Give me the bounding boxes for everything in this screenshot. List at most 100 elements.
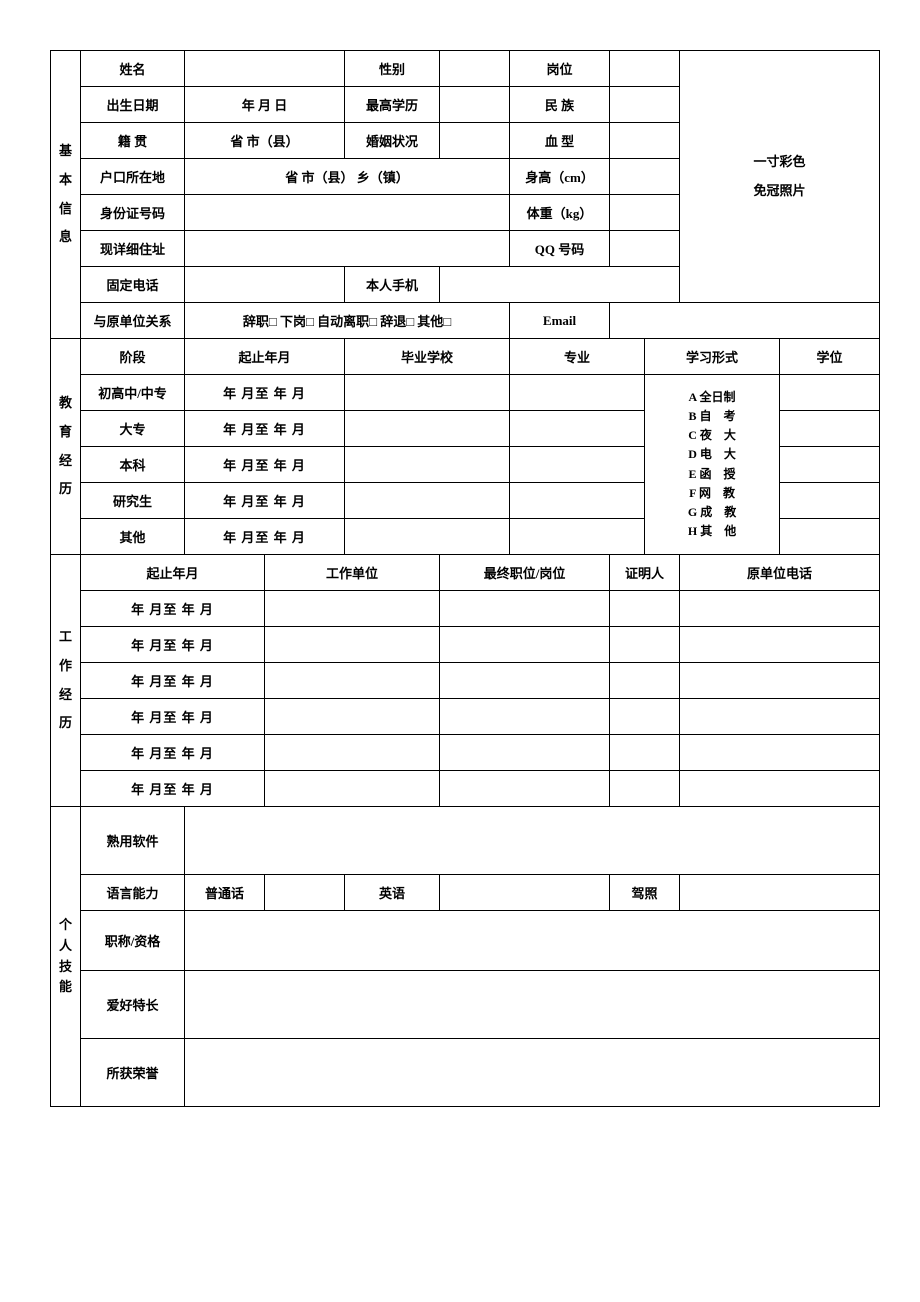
work-employer[interactable] bbox=[265, 699, 440, 735]
field-license[interactable] bbox=[680, 875, 880, 911]
field-hukou[interactable]: 省 市（县） 乡（镇） bbox=[185, 159, 510, 195]
work-h-reftel: 原单位电话 bbox=[680, 555, 880, 591]
work-period[interactable]: 年 月至 年 月 bbox=[81, 591, 265, 627]
edu-school[interactable] bbox=[345, 375, 510, 411]
field-putonghua[interactable] bbox=[265, 875, 345, 911]
field-idno[interactable] bbox=[185, 195, 510, 231]
work-employer[interactable] bbox=[265, 663, 440, 699]
edu-degree[interactable] bbox=[780, 483, 880, 519]
field-native[interactable]: 省 市（县） bbox=[185, 123, 345, 159]
field-height[interactable] bbox=[610, 159, 680, 195]
work-finalpos[interactable] bbox=[440, 699, 610, 735]
field-name[interactable] bbox=[185, 51, 345, 87]
label-hobby: 爱好特长 bbox=[81, 971, 185, 1039]
edu-degree[interactable] bbox=[780, 375, 880, 411]
field-birth[interactable]: 年 月 日 bbox=[185, 87, 345, 123]
work-reftel[interactable] bbox=[680, 591, 880, 627]
section-basic: 基本信息 bbox=[51, 51, 81, 339]
edu-period[interactable]: 年 月至 年 月 bbox=[185, 411, 345, 447]
work-reftel[interactable] bbox=[680, 663, 880, 699]
field-position[interactable] bbox=[610, 51, 680, 87]
work-finalpos[interactable] bbox=[440, 735, 610, 771]
label-hukou: 户口所在地 bbox=[81, 159, 185, 195]
edu-h-period: 起止年月 bbox=[185, 339, 345, 375]
label-native: 籍 贯 bbox=[81, 123, 185, 159]
edu-stage: 研究生 bbox=[81, 483, 185, 519]
work-employer[interactable] bbox=[265, 591, 440, 627]
edu-school[interactable] bbox=[345, 447, 510, 483]
photo-box: 一寸彩色 免冠照片 bbox=[680, 51, 880, 303]
label-edu-highest: 最高学历 bbox=[345, 87, 440, 123]
edu-period[interactable]: 年 月至 年 月 bbox=[185, 375, 345, 411]
work-employer[interactable] bbox=[265, 735, 440, 771]
edu-h-major: 专业 bbox=[510, 339, 645, 375]
work-ref[interactable] bbox=[610, 735, 680, 771]
edu-major[interactable] bbox=[510, 447, 645, 483]
field-nation[interactable] bbox=[610, 87, 680, 123]
edu-period[interactable]: 年 月至 年 月 bbox=[185, 447, 345, 483]
edu-school[interactable] bbox=[345, 519, 510, 555]
work-reftel[interactable] bbox=[680, 771, 880, 807]
label-honor: 所获荣誉 bbox=[81, 1039, 185, 1107]
field-addr[interactable] bbox=[185, 231, 510, 267]
field-hobby[interactable] bbox=[185, 971, 880, 1039]
edu-degree[interactable] bbox=[780, 447, 880, 483]
work-finalpos[interactable] bbox=[440, 771, 610, 807]
field-weight[interactable] bbox=[610, 195, 680, 231]
work-reftel[interactable] bbox=[680, 627, 880, 663]
work-employer[interactable] bbox=[265, 627, 440, 663]
work-reftel[interactable] bbox=[680, 735, 880, 771]
work-ref[interactable] bbox=[610, 663, 680, 699]
field-english[interactable] bbox=[440, 875, 610, 911]
edu-major[interactable] bbox=[510, 375, 645, 411]
field-title[interactable] bbox=[185, 911, 880, 971]
section-skill: 个人技能 bbox=[51, 807, 81, 1107]
work-ref[interactable] bbox=[610, 591, 680, 627]
edu-degree[interactable] bbox=[780, 519, 880, 555]
edu-degree[interactable] bbox=[780, 411, 880, 447]
work-ref[interactable] bbox=[610, 627, 680, 663]
label-weight: 体重（kg） bbox=[510, 195, 610, 231]
label-license: 驾照 bbox=[610, 875, 680, 911]
field-prev-rel[interactable]: 辞职□ 下岗□ 自动离职□ 辞退□ 其他□ bbox=[185, 303, 510, 339]
label-addr: 现详细住址 bbox=[81, 231, 185, 267]
work-finalpos[interactable] bbox=[440, 663, 610, 699]
label-qq: QQ 号码 bbox=[510, 231, 610, 267]
edu-h-school: 毕业学校 bbox=[345, 339, 510, 375]
field-blood[interactable] bbox=[610, 123, 680, 159]
work-period[interactable]: 年 月至 年 月 bbox=[81, 627, 265, 663]
work-ref[interactable] bbox=[610, 699, 680, 735]
edu-school[interactable] bbox=[345, 411, 510, 447]
work-ref[interactable] bbox=[610, 771, 680, 807]
edu-major[interactable] bbox=[510, 483, 645, 519]
field-honor[interactable] bbox=[185, 1039, 880, 1107]
field-edu-highest[interactable] bbox=[440, 87, 510, 123]
edu-major[interactable] bbox=[510, 519, 645, 555]
edu-h-stage: 阶段 bbox=[81, 339, 185, 375]
edu-period[interactable]: 年 月至 年 月 bbox=[185, 483, 345, 519]
work-reftel[interactable] bbox=[680, 699, 880, 735]
edu-stage: 初高中/中专 bbox=[81, 375, 185, 411]
section-work: 工作经历 bbox=[51, 555, 81, 807]
work-employer[interactable] bbox=[265, 771, 440, 807]
label-idno: 身份证号码 bbox=[81, 195, 185, 231]
edu-period[interactable]: 年 月至 年 月 bbox=[185, 519, 345, 555]
field-marriage[interactable] bbox=[440, 123, 510, 159]
work-h-employer: 工作单位 bbox=[265, 555, 440, 591]
work-finalpos[interactable] bbox=[440, 627, 610, 663]
work-h-finalpos: 最终职位/岗位 bbox=[440, 555, 610, 591]
field-mobile[interactable] bbox=[440, 267, 680, 303]
label-blood: 血 型 bbox=[510, 123, 610, 159]
edu-school[interactable] bbox=[345, 483, 510, 519]
field-tel[interactable] bbox=[185, 267, 345, 303]
field-qq[interactable] bbox=[610, 231, 680, 267]
field-email[interactable] bbox=[610, 303, 880, 339]
work-period[interactable]: 年 月至 年 月 bbox=[81, 735, 265, 771]
work-period[interactable]: 年 月至 年 月 bbox=[81, 663, 265, 699]
field-gender[interactable] bbox=[440, 51, 510, 87]
work-finalpos[interactable] bbox=[440, 591, 610, 627]
work-period[interactable]: 年 月至 年 月 bbox=[81, 699, 265, 735]
edu-major[interactable] bbox=[510, 411, 645, 447]
work-period[interactable]: 年 月至 年 月 bbox=[81, 771, 265, 807]
field-software[interactable] bbox=[185, 807, 880, 875]
